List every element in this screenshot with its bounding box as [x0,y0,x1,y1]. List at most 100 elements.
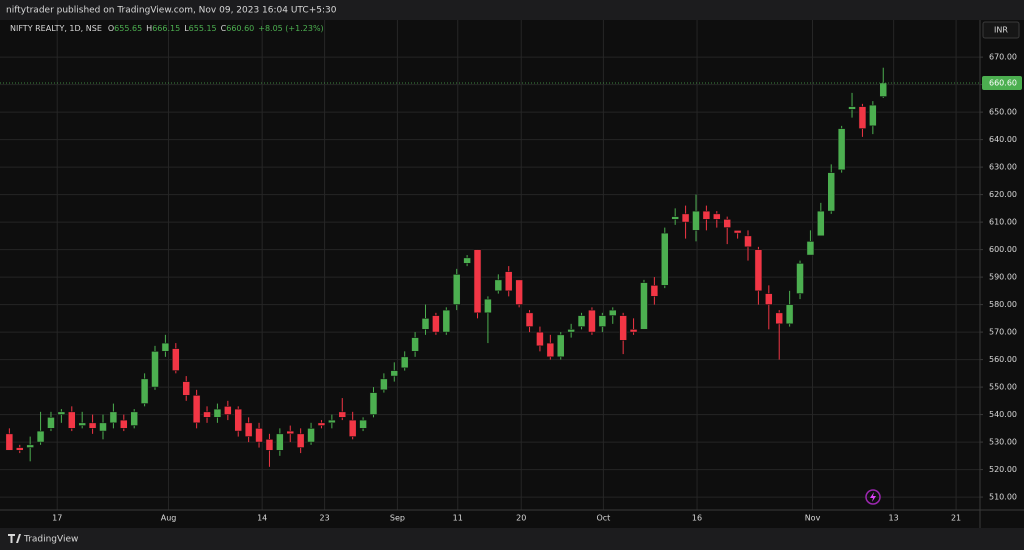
brand-logo [8,534,21,543]
y-tick-label: 570.00 [989,328,1017,337]
x-tick-label: Aug [161,514,177,523]
currency: INR [994,26,1008,35]
candle-body [400,356,409,369]
legend-value: 666.15 [152,24,180,33]
x-tick-label: Sep [390,514,405,523]
candle-body [744,235,752,248]
candle-body [36,430,45,443]
event-icon-bolt [870,492,876,502]
publish-note: niftytrader published on TradingView.com… [6,6,337,16]
y-tick-label: 670.00 [989,53,1017,62]
x-tick-label: 16 [692,514,702,523]
y-tick-label: 560.00 [989,355,1017,364]
legend-key: C [221,24,227,33]
candle-body [515,279,523,305]
candle-body [369,392,378,415]
candle-body [879,82,888,97]
candle-body [536,331,544,347]
candle-body [15,447,24,451]
currency-box[interactable] [982,21,1020,39]
candle-body [796,263,804,294]
y-tick-label: 550.00 [989,383,1017,392]
candle-body [182,381,191,396]
candle-body [213,408,222,418]
candle-body [255,428,263,443]
brand: TradingView [23,535,78,545]
x-tick-label: 17 [52,514,62,523]
symbol: NIFTY REALTY, 1D, NSE [10,24,102,33]
candle-body [588,309,596,333]
x-tick-label: 14 [257,514,267,523]
legend-key: O [108,24,114,33]
candle-body [317,422,326,426]
y-tick-label: 510.00 [989,493,1017,502]
y-tick-label: 600.00 [989,245,1017,254]
bottom-bar [0,528,1024,550]
last-price-box [982,75,1022,90]
candle-body [546,342,555,358]
candle-body [432,315,440,333]
candle-body [338,411,347,418]
candle-body [567,329,575,333]
candle-body [733,230,742,234]
candles [5,67,888,467]
candle-body [348,419,357,437]
candle-body [390,370,399,377]
candle-body [442,309,451,333]
last-price-label: 660.60 [989,78,1017,87]
candle-body [109,411,118,424]
candle-body [785,304,794,325]
candle-body [484,298,492,314]
candle-body [619,315,628,341]
candle-body [712,213,721,220]
candle-body [223,406,232,415]
y-tick-label: 620.00 [989,190,1017,199]
y-tick-label: 540.00 [989,410,1017,419]
candle-body [88,422,97,429]
candle-body [380,378,388,391]
candle-body [869,104,877,127]
candle-body [140,378,149,404]
x-tick-label: 11 [453,514,463,523]
candle-body [504,271,513,292]
candle-body [203,411,211,418]
x-tick-label: 20 [516,514,526,523]
candle-body [171,348,180,371]
candle-body [5,433,14,451]
candle-body [359,419,367,429]
y-tick-label: 530.00 [989,438,1017,447]
event-icon[interactable] [865,489,881,505]
candle-body [57,411,66,415]
candle-body [806,241,815,256]
candle-body [421,318,430,330]
candle-body [775,312,784,325]
ohlc-legend: NIFTY REALTY, 1D, NSE O655.65 H666.15 L655.… [10,24,324,33]
legend-value: 655.15 [189,24,217,33]
candle-body [47,417,55,429]
candle-body [119,419,128,429]
candle-body [754,249,763,292]
candle-body [816,210,825,237]
candle-body [764,293,773,305]
top-bar [0,0,1024,20]
candle-body [640,282,648,330]
candle-body [244,422,253,437]
candle-body [629,329,638,333]
candle-body [598,315,607,327]
candle-body [78,422,87,426]
candle-body [463,257,471,264]
axes: 510.00 520.00 530.00 540.00 550.00 560.00 570.… [0,53,1022,523]
y-tick-label: 630.00 [989,163,1017,172]
y-tick-label: 640.00 [989,135,1017,144]
candle-body [26,444,35,448]
candle-body [130,411,139,426]
candle-body [848,106,856,110]
y-tick-label: 520.00 [989,465,1017,474]
candle-body [650,285,659,297]
x-tick-label: Oct [596,514,610,523]
x-tick-label: 23 [319,514,329,523]
change: +8.05 (+1.23%) [258,24,323,33]
candle-body [660,232,669,286]
x-tick-label: Nov [805,514,821,523]
